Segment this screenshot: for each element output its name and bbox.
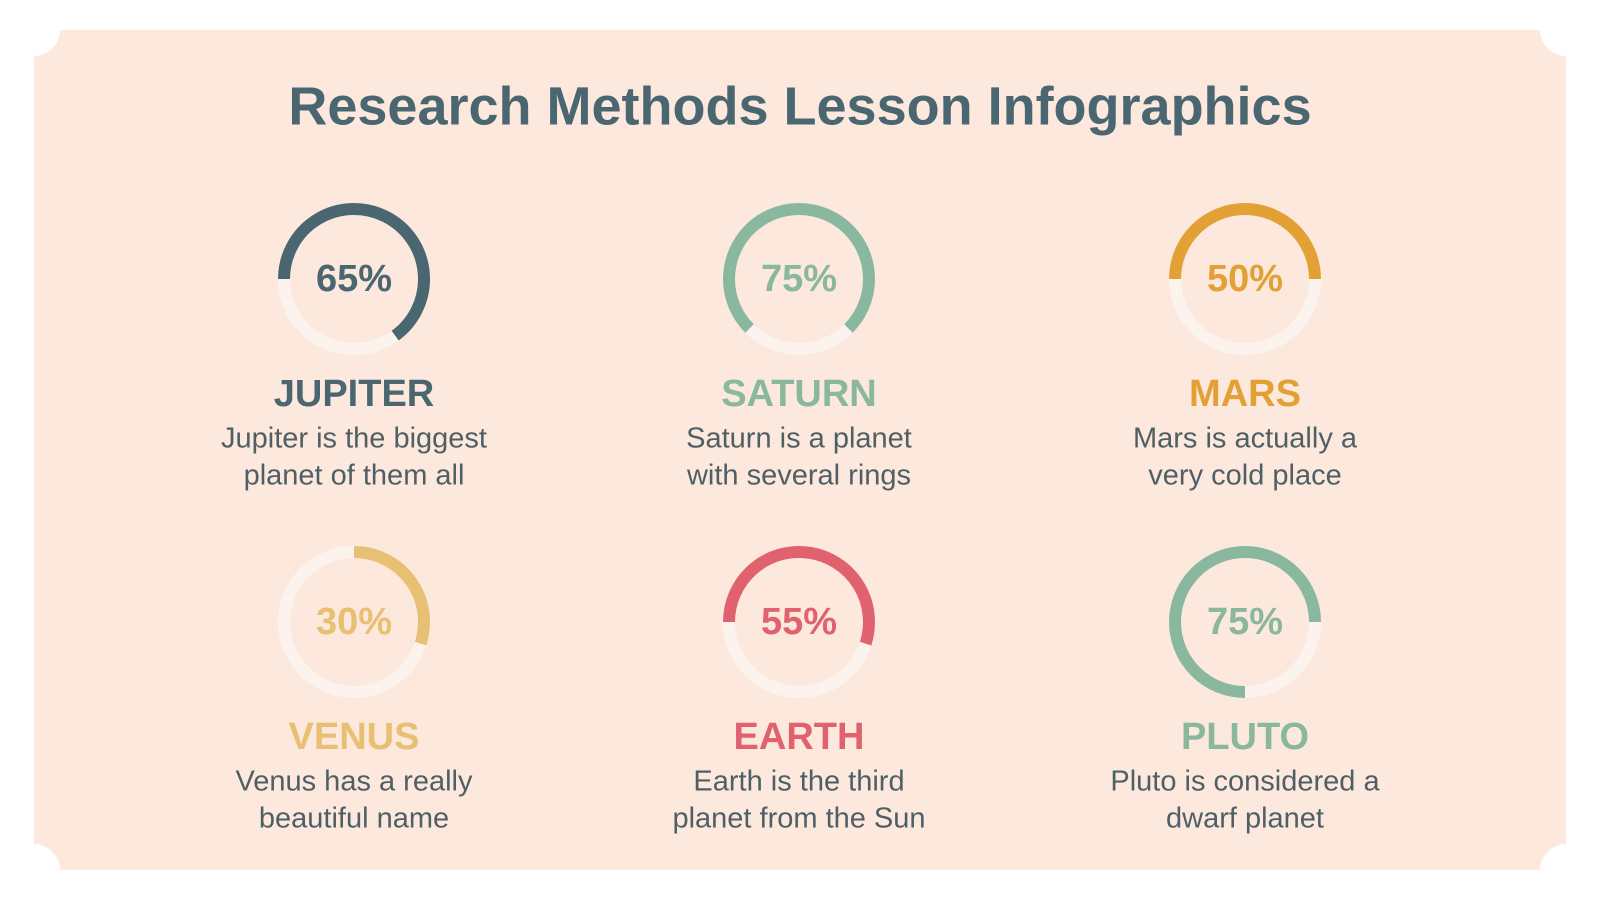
ring-progress: [723, 203, 875, 333]
planet-name: SATURN: [721, 373, 877, 415]
planet-description: Saturn is a planet: [686, 423, 912, 455]
percent-label: 30%: [316, 601, 392, 643]
ring-progress: [278, 203, 430, 341]
planet-name: VENUS: [289, 716, 420, 758]
planet-description: very cold place: [1148, 460, 1341, 492]
percent-label: 65%: [316, 258, 392, 300]
ring-progress: [723, 546, 875, 646]
planet-description: beautiful name: [259, 803, 449, 835]
percent-label: 75%: [1207, 601, 1283, 643]
planet-description: Mars is actually a: [1133, 423, 1358, 455]
planet-name: MARS: [1189, 373, 1301, 415]
planet-description: planet from the Sun: [672, 803, 925, 835]
planet-description: Jupiter is the biggest: [221, 423, 487, 455]
ring-progress: [1169, 546, 1321, 698]
planet-description: with several rings: [686, 460, 911, 492]
planet-description: Pluto is considered a: [1110, 766, 1380, 798]
percent-label: 50%: [1207, 258, 1283, 300]
planet-description: planet of them all: [244, 460, 465, 492]
planet-name: JUPITER: [274, 373, 434, 415]
planet-name: PLUTO: [1181, 716, 1309, 758]
percent-label: 55%: [761, 601, 837, 643]
planet-description: dwarf planet: [1166, 803, 1324, 835]
ring-progress: [353, 546, 430, 646]
planet-description: Earth is the third: [693, 766, 904, 798]
percent-label: 75%: [761, 258, 837, 300]
ring-progress: [1169, 203, 1321, 280]
planet-description: Venus has a really: [236, 766, 473, 798]
planet-name: EARTH: [734, 716, 865, 758]
page-title: Research Methods Lesson Infographics: [288, 76, 1311, 136]
